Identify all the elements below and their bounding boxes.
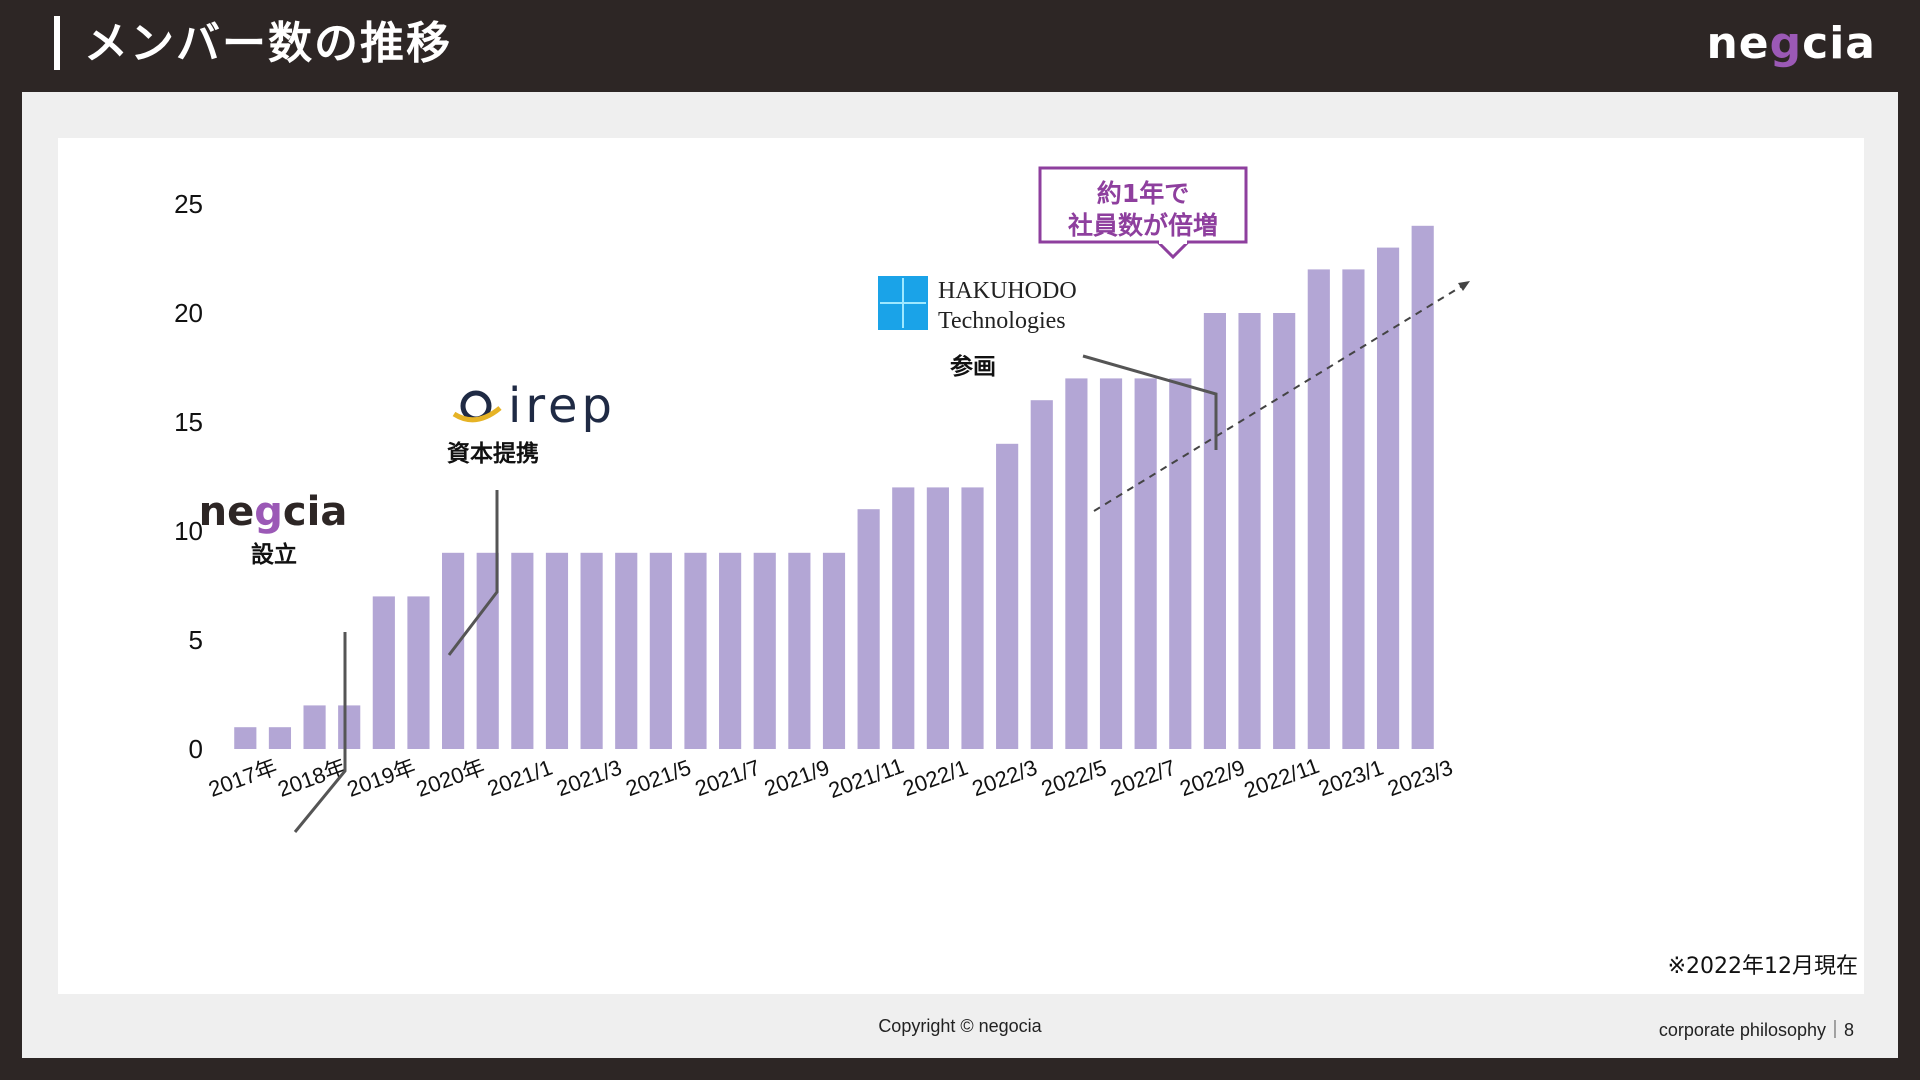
callout-line-1: 約1年で [1097, 179, 1189, 208]
bar [892, 487, 915, 749]
bar [1238, 313, 1261, 749]
bar [996, 443, 1019, 749]
chart-panel: 0 5 10 15 20 25 2017年 2018年 2019年 2020年 2021/1 202… [58, 138, 1864, 994]
irep-annotation: irep 資本提携 [447, 378, 616, 656]
x-tick-label: 2020年 [413, 754, 488, 802]
bar [234, 727, 257, 749]
growth-callout: 約1年で 社員数が倍増 [1038, 166, 1248, 260]
x-tick-label: 2021/1 [484, 755, 556, 802]
slide-body: 0 5 10 15 20 25 2017年 2018年 2019年 2020年 2021/1 202… [22, 92, 1898, 1058]
trend-arrow [1093, 281, 1470, 512]
bar [511, 552, 534, 749]
founding-label: 設立 [251, 541, 297, 568]
callout-line-2: 社員数が倍増 [1068, 211, 1218, 240]
x-tick-label: 2021/9 [761, 755, 833, 802]
y-tick-label: 10 [174, 516, 203, 546]
member-count-chart: 0 5 10 15 20 25 2017年2018年2019年2020年2021/1202… [174, 166, 1470, 833]
hakuhodo-annotation: HAKUHODO Technologies 参画 [878, 276, 1218, 450]
y-tick-label: 25 [174, 189, 203, 219]
x-tick-label: 2022/1 [899, 755, 971, 802]
page-title: メンバー数の推移 [84, 18, 452, 69]
founding-logo-part-g: g [254, 489, 283, 535]
logo-part-1: ne [1706, 18, 1770, 69]
bar [303, 705, 326, 749]
x-tick-label: 2021/11 [825, 753, 907, 803]
x-tick-label: 2022/11 [1241, 753, 1323, 803]
bar [1411, 225, 1434, 750]
hakuhodo-line-1: HAKUHODO [938, 278, 1077, 304]
bar [476, 552, 499, 749]
bar [1065, 378, 1088, 749]
as-of-note: ※2022年12月現在 [1667, 954, 1858, 979]
logo-part-g: g [1769, 18, 1803, 69]
bar [822, 552, 846, 749]
bar [338, 705, 361, 749]
header-bar: メンバー数の推移 negcia [0, 0, 1920, 92]
founding-logo-part-1: ne [199, 489, 255, 535]
irep-logo-text: irep [508, 378, 616, 434]
copyright-text: Copyright © negocia [878, 1016, 1042, 1036]
x-tick-label: 2022/3 [969, 755, 1041, 802]
hakuhodo-label: 参画 [950, 353, 996, 380]
y-tick-label: 5 [189, 625, 203, 655]
bar [1273, 313, 1296, 749]
x-axis-ticks: 2017年2018年2019年2020年2021/12021/32021/520… [205, 753, 1456, 803]
logo-part-2: cia [1802, 18, 1876, 69]
bar [1169, 378, 1192, 749]
x-tick-label: 2017年 [205, 754, 280, 802]
x-tick-label: 2022/9 [1176, 755, 1248, 802]
bar [961, 487, 984, 749]
irep-label: 資本提携 [447, 440, 539, 467]
x-tick-label: 2023/3 [1384, 755, 1456, 802]
founding-logo: negcia [199, 489, 348, 535]
bar [580, 552, 603, 749]
hakuhodo-logo-icon [878, 276, 928, 330]
bar [1307, 269, 1330, 749]
x-tick-label: 2019年 [344, 754, 419, 802]
bar [1376, 247, 1400, 749]
bar [753, 552, 776, 749]
title-accent-bar [54, 16, 60, 70]
hakuhodo-line-2: Technologies [938, 308, 1066, 334]
bar-series [234, 225, 1434, 750]
bar [545, 552, 569, 749]
brand-logo: negcia [1706, 18, 1876, 70]
bar [1030, 400, 1053, 749]
y-tick-label: 20 [174, 298, 203, 328]
y-tick-label: 15 [174, 407, 203, 437]
founding-logo-part-2: cia [283, 489, 347, 535]
bar [268, 727, 292, 749]
bar [1203, 313, 1226, 749]
x-tick-label: 2021/5 [622, 755, 694, 802]
founding-annotation: negcia 設立 [199, 489, 348, 833]
irep-logo-icon [452, 390, 502, 423]
bar [1099, 378, 1123, 749]
x-tick-label: 2022/5 [1038, 755, 1110, 802]
x-tick-label: 2021/3 [553, 755, 625, 802]
x-tick-label: 2022/7 [1107, 755, 1179, 802]
bar [1134, 378, 1157, 749]
bar [1342, 269, 1365, 749]
bar [615, 552, 638, 749]
page-indicator: corporate philosophy｜8 [1658, 1020, 1854, 1040]
y-axis-ticks: 0 5 10 15 20 25 [174, 189, 203, 764]
y-tick-label: 0 [189, 734, 203, 764]
x-tick-label: 2023/1 [1315, 755, 1387, 802]
bar [719, 552, 742, 749]
bar [372, 596, 395, 749]
x-tick-label: 2021/7 [692, 755, 764, 802]
bar [684, 552, 707, 749]
bar [407, 596, 430, 749]
bar [926, 487, 949, 749]
bar [649, 552, 672, 749]
bar [788, 552, 811, 749]
bar [857, 509, 880, 749]
